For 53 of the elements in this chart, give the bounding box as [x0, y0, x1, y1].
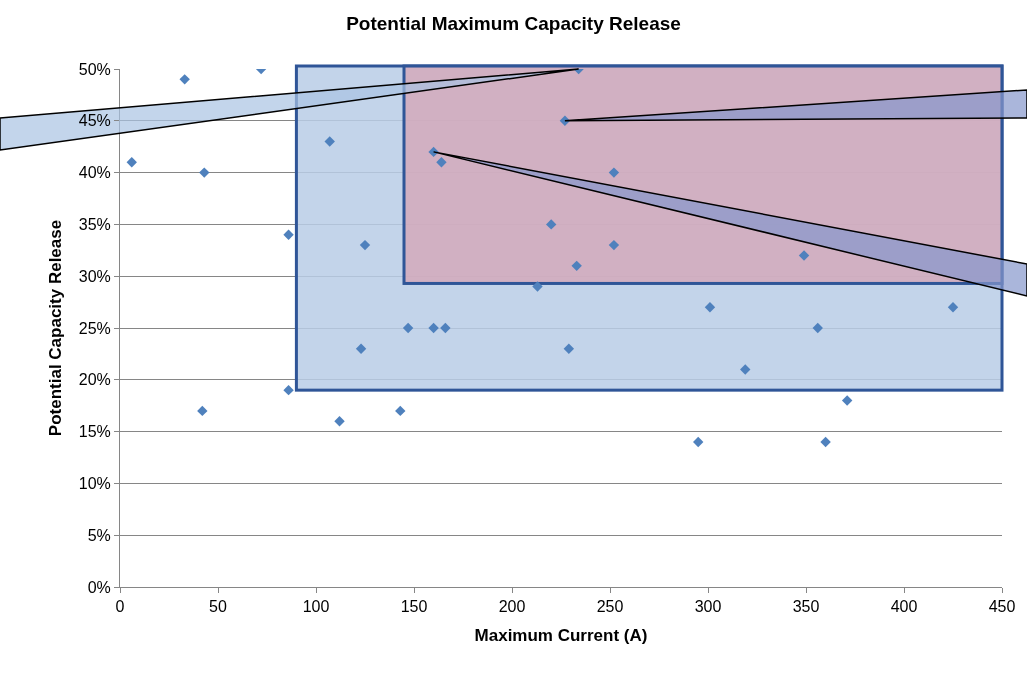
point: [197, 405, 208, 417]
point: [947, 302, 959, 313]
x-tick-label: 150: [400, 598, 428, 616]
y-tick-label: 15%: [78, 423, 111, 441]
point: [563, 343, 575, 354]
point: [324, 136, 335, 147]
point: [355, 343, 367, 354]
y-tick-label: 0%: [87, 578, 111, 596]
point: [820, 436, 831, 448]
point: [532, 281, 543, 292]
point: [841, 395, 853, 406]
y-tick-label: 45%: [78, 112, 111, 130]
point: [283, 229, 294, 240]
y-tick-label: 10%: [78, 475, 111, 492]
x-tick-label: 300: [694, 598, 722, 616]
point: [395, 405, 406, 417]
y-tick-label: 25%: [78, 319, 111, 337]
y-tick-label: 5%: [87, 526, 111, 544]
y-tick-label: 35%: [78, 216, 111, 233]
point: [798, 250, 810, 261]
point: [199, 167, 210, 178]
point: [546, 219, 557, 230]
point: [359, 239, 371, 251]
point: [693, 436, 704, 448]
chart-title: Potential Maximum Capacity Release: [346, 13, 681, 35]
point: [740, 364, 751, 375]
x-tick-label: 250: [596, 598, 624, 616]
point: [126, 157, 137, 168]
y-tick-label: 30%: [78, 267, 111, 285]
x-tick-label: 200: [498, 598, 526, 616]
x-axis-title: Maximum Current (A): [474, 625, 648, 645]
x-tick-label: 400: [890, 598, 918, 616]
y-axis-title: Potential Capacity Release: [46, 219, 66, 437]
point: [440, 322, 451, 334]
x-tick-label: 50: [209, 598, 227, 616]
point: [812, 322, 823, 334]
x-tick-label: 100: [302, 598, 330, 616]
y-tick-label: 40%: [78, 164, 111, 182]
y-tick-label: 50%: [78, 60, 111, 78]
x-tick-label: 0: [115, 598, 125, 616]
point: [704, 302, 716, 313]
point: [334, 416, 345, 427]
point: [179, 74, 190, 85]
y-tick-label: 20%: [78, 371, 111, 389]
x-tick-label: 350: [792, 598, 820, 616]
point: [402, 322, 414, 334]
point: [428, 322, 439, 334]
point: [571, 260, 582, 272]
x-tick-label: 450: [988, 598, 1016, 616]
point: [283, 384, 294, 396]
point: [608, 239, 620, 251]
point: [608, 167, 620, 178]
point: [436, 157, 447, 168]
